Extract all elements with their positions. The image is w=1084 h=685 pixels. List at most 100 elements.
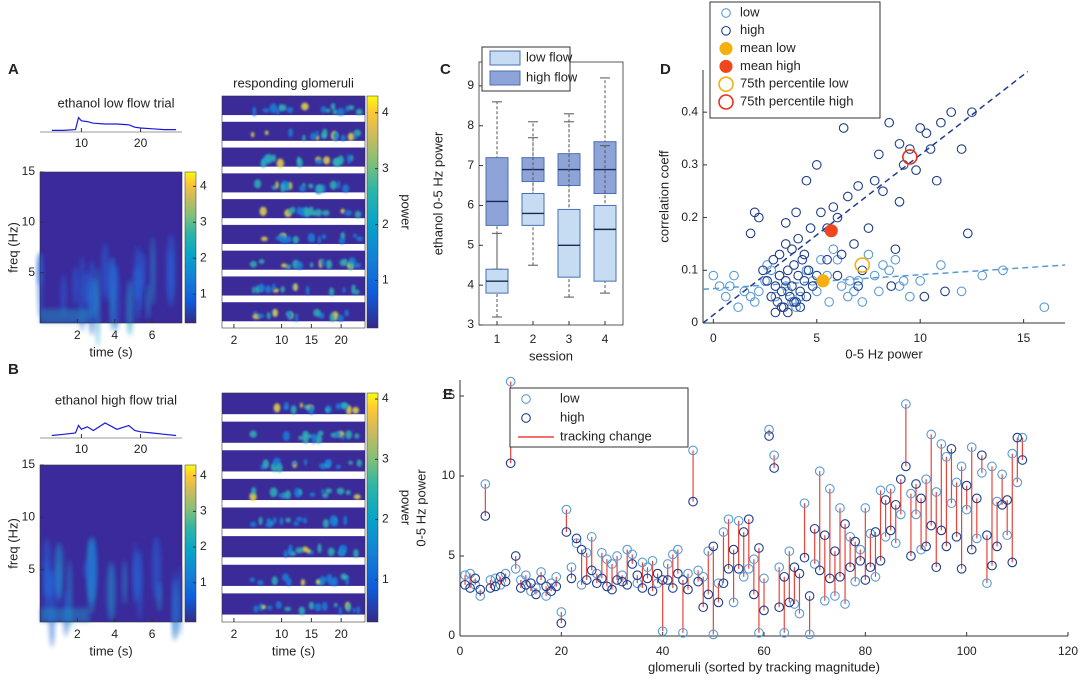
- x-tick-label: 10: [275, 627, 289, 641]
- heatmap-blob: [249, 260, 257, 268]
- x-axis-label: time (s): [89, 643, 132, 658]
- data-point: [911, 509, 921, 520]
- y-tick-label: 7: [467, 158, 474, 172]
- heatmap-strip: [222, 421, 365, 443]
- data-point: [890, 499, 901, 510]
- heatmap-blob: [308, 601, 315, 610]
- data-point: [836, 249, 847, 260]
- data-point: [901, 399, 911, 409]
- heatmap-blob: [282, 430, 290, 441]
- data-point: [982, 578, 992, 589]
- data-point: [850, 576, 861, 587]
- heatmap-blob: [345, 430, 353, 440]
- data-point: [612, 575, 622, 585]
- data-point: [828, 202, 839, 212]
- data-point: [816, 207, 826, 218]
- heatmap-blob: [258, 516, 263, 526]
- data-point: [998, 265, 1008, 276]
- legend-marker: [719, 59, 733, 73]
- heatmap-blob: [292, 235, 299, 244]
- data-point: [515, 575, 526, 585]
- heatmap-blob: [43, 558, 51, 622]
- heatmap-blob: [356, 606, 361, 615]
- data-point: [849, 239, 859, 249]
- data-point: [576, 579, 587, 590]
- data-point: [799, 249, 810, 260]
- heatmap-blob: [287, 549, 292, 555]
- legend-label: 75th percentile high: [740, 93, 853, 108]
- plot-frame: [39, 171, 183, 324]
- x-tick-label: 2: [74, 328, 81, 342]
- heatmap-blob: [305, 285, 310, 296]
- heatmap-blob: [256, 313, 265, 319]
- heatmap-blob: [304, 209, 311, 218]
- y-tick-label: 0: [448, 628, 455, 642]
- data-point: [966, 442, 977, 453]
- panel-letter: B: [8, 361, 19, 378]
- data-point: [884, 265, 895, 276]
- heatmap-blob: [338, 606, 342, 616]
- heatmap-blob: [54, 542, 64, 600]
- heatmap-blob: [288, 128, 293, 138]
- y-tick-label: 10: [22, 215, 36, 229]
- data-point: [749, 554, 759, 565]
- data-point: [962, 228, 973, 239]
- data-point: [825, 573, 835, 584]
- legend-box: [709, 1, 881, 119]
- data-point: [754, 543, 764, 553]
- data-point: [787, 281, 797, 291]
- heatmap-blob: [101, 242, 109, 301]
- heatmap-blob: [353, 134, 358, 140]
- data-point: [842, 191, 853, 202]
- data-point: [769, 450, 779, 461]
- heatmap-blob: [340, 573, 347, 580]
- data-point: [782, 307, 793, 318]
- heatmap-blob: [83, 559, 93, 580]
- data-point: [743, 514, 754, 525]
- data-point: [760, 275, 770, 286]
- data-point: [597, 573, 607, 584]
- data-point: [774, 249, 785, 260]
- legend-label: high: [560, 409, 585, 424]
- data-point: [869, 175, 880, 186]
- data-point: [480, 479, 491, 489]
- data-point: [842, 291, 853, 302]
- colorbar-tick-label: 2: [200, 539, 207, 553]
- data-point: [902, 149, 918, 165]
- data-point: [911, 165, 921, 175]
- legend-marker: [721, 25, 731, 36]
- x-tick-label: 6: [149, 328, 156, 342]
- heatmap-blob: [354, 210, 362, 219]
- heatmap-blob: [299, 184, 306, 192]
- data-point: [485, 583, 496, 593]
- data-point: [770, 307, 781, 318]
- data-point: [956, 286, 967, 297]
- data-point: [465, 583, 475, 593]
- colorbar-tick-label: 1: [200, 575, 207, 589]
- data-point: [591, 568, 602, 579]
- data-point: [787, 244, 797, 255]
- heatmap-blob: [252, 106, 257, 117]
- heatmap-strip: [222, 507, 365, 529]
- data-point: [673, 544, 683, 555]
- data-point: [857, 265, 868, 276]
- data-point: [652, 578, 663, 589]
- heatmap-blob: [317, 543, 322, 554]
- heatmap-blob: [316, 184, 324, 194]
- data-point: [793, 270, 804, 281]
- data-point: [926, 520, 937, 531]
- data-point: [754, 627, 764, 638]
- data-point: [764, 431, 774, 441]
- heatmap-blob: [296, 261, 304, 270]
- heatmap-blob: [354, 433, 360, 439]
- data-point: [890, 254, 901, 265]
- y-tick-label: 10: [22, 510, 36, 524]
- heatmap-blob: [286, 578, 292, 587]
- heatmap-blob: [281, 263, 287, 268]
- data-point: [581, 575, 592, 585]
- heatmap-blob: [301, 102, 309, 111]
- data-point: [961, 480, 972, 491]
- chart-title: responding glomeruli: [233, 75, 354, 90]
- data-point: [911, 479, 921, 489]
